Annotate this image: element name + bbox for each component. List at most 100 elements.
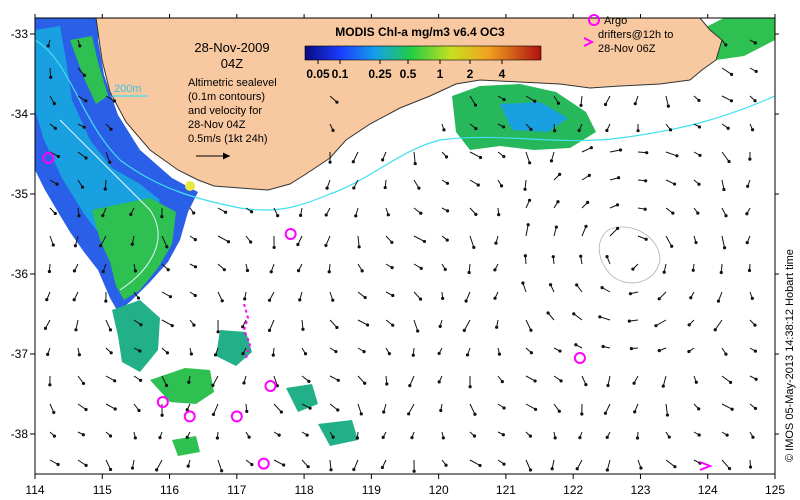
velocity-arrow	[609, 149, 621, 153]
velocity-arrow-head	[697, 407, 701, 411]
velocity-arrow-head	[675, 154, 679, 158]
chl-southern-patch-5	[318, 420, 358, 446]
velocity-arrow	[525, 403, 536, 410]
velocity-arrow-head	[164, 383, 169, 388]
velocity-arrow-head	[245, 409, 249, 413]
y-tick-label: -37	[11, 347, 29, 361]
altimetry-note-line-1: Altimetric sealevel	[188, 77, 277, 89]
velocity-arrow-head	[754, 69, 758, 74]
velocity-arrow-head	[628, 292, 633, 296]
velocity-arrow	[469, 235, 475, 248]
argo-float-marker	[264, 380, 277, 392]
velocity-arrow-head	[72, 298, 76, 302]
velocity-arrow-head	[722, 187, 726, 192]
velocity-arrow-head	[605, 254, 609, 259]
velocity-arrow-head	[324, 213, 328, 217]
velocity-arrow-head	[665, 413, 670, 417]
velocity-arrow-head	[644, 179, 648, 183]
velocity-arrow-head	[308, 406, 312, 410]
velocity-arrow-head	[299, 213, 303, 218]
velocity-arrow-head	[267, 328, 272, 332]
argo-chevron-icon	[699, 461, 713, 471]
argo-float-marker	[230, 410, 243, 423]
argo-legend-chevron-icon	[583, 37, 595, 47]
velocity-arrow-head	[363, 295, 367, 300]
velocity-arrow-head	[112, 99, 117, 103]
velocity-arrow	[655, 319, 667, 327]
y-tick-label: -34	[11, 107, 29, 121]
velocity-arrow-head	[606, 383, 610, 388]
velocity-arrow-head	[644, 237, 648, 241]
velocity-arrow	[665, 95, 669, 107]
velocity-arrow-head	[523, 254, 527, 258]
velocity-arrow-head	[754, 377, 758, 381]
velocity-arrow-head	[55, 182, 59, 186]
velocity-arrow	[105, 459, 111, 470]
velocity-arrow-head	[386, 213, 390, 217]
velocity-arrow-head	[493, 296, 497, 300]
x-tick-label: 123	[630, 483, 650, 497]
velocity-arrow-head	[56, 154, 61, 159]
y-tick-label: -36	[11, 267, 29, 281]
chl-bight-blue-patch	[500, 102, 568, 132]
velocity-arrow-head	[579, 254, 583, 258]
velocity-arrow-head	[301, 327, 305, 331]
velocity-arrow-head	[502, 98, 506, 102]
velocity-arrow	[105, 151, 111, 163]
velocity-arrow-head	[753, 349, 757, 353]
velocity-arrow-head	[474, 212, 478, 216]
velocity-arrow-head	[138, 349, 142, 353]
velocity-arrow-head	[575, 283, 579, 287]
argo-float-marker	[156, 396, 169, 408]
velocity-arrow-head	[417, 186, 421, 190]
altimetry-note-line-4: 28-Nov 04Z	[188, 119, 246, 131]
velocity-arrow-head	[716, 299, 721, 303]
velocity-arrow	[609, 228, 618, 237]
velocity-arrow-head	[627, 319, 631, 323]
velocity-arrow-head	[472, 245, 476, 249]
velocity-arrow	[413, 319, 419, 332]
velocity-arrow-head	[556, 200, 560, 204]
velocity-arrow-head	[249, 210, 254, 214]
velocity-arrow-head	[728, 380, 733, 385]
velocity-arrow-head	[553, 129, 557, 133]
velocity-arrow-head	[220, 299, 224, 303]
velocity-arrow-head	[279, 410, 283, 414]
velocity-arrow-head	[724, 214, 728, 218]
velocity-arrow-head	[546, 311, 550, 315]
velocity-arrow-head	[633, 410, 637, 414]
velocity-arrow-field	[43, 39, 758, 473]
velocity-arrow-head	[267, 298, 272, 302]
velocity-arrow-head	[529, 328, 533, 332]
isobath-label: 200m	[114, 83, 142, 95]
velocity-arrow-head	[603, 102, 608, 107]
velocity-arrow-head	[408, 384, 412, 388]
velocity-arrow	[573, 313, 583, 321]
velocity-arrow-head	[242, 381, 246, 385]
velocity-arrow-head	[113, 379, 117, 383]
velocity-arrow	[357, 319, 368, 326]
velocity-arrow-head	[129, 212, 133, 216]
velocity-arrow	[581, 147, 592, 153]
velocity-arrow	[329, 459, 332, 470]
velocity-arrow-head	[77, 214, 81, 218]
velocity-arrow-head	[411, 353, 415, 357]
velocity-arrow-head	[382, 410, 386, 414]
chl-hotspot	[185, 181, 195, 191]
velocity-arrow-head	[383, 185, 387, 190]
velocity-arrow-head	[328, 160, 332, 164]
velocity-arrow-head	[668, 128, 673, 132]
velocity-arrow-head	[468, 385, 472, 389]
velocity-arrow-head	[215, 436, 219, 440]
velocity-arrow-head	[667, 435, 671, 439]
x-axis: 114 115 116 117 118 119 120 121 122 123 124 125	[25, 14, 785, 497]
velocity-arrow-head	[108, 434, 113, 438]
velocity-arrow-head	[499, 184, 504, 188]
velocity-arrow-head	[296, 268, 301, 273]
velocity-arrow-head	[192, 211, 196, 215]
argo-legend-drifters: drifters@12h to	[598, 29, 673, 41]
velocity-arrow-head	[78, 44, 82, 48]
argo-float-marker	[42, 152, 55, 164]
velocity-arrow	[665, 151, 678, 157]
velocity-arrow-head	[580, 412, 584, 416]
